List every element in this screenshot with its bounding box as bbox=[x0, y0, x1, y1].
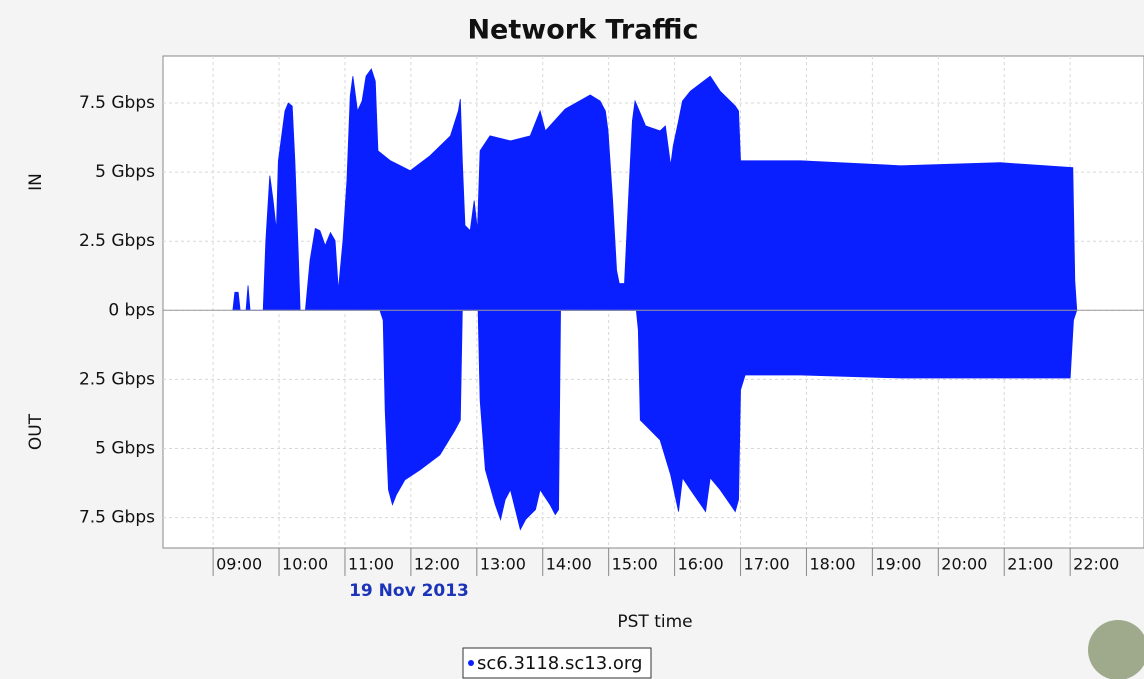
y-tick-label: 2.5 Gbps bbox=[79, 231, 155, 251]
x-axis-label: PST time bbox=[617, 612, 692, 632]
y-tick-label: 7.5 Gbps bbox=[79, 508, 155, 528]
x-tick-label: 10:00 bbox=[282, 555, 328, 574]
date-label: 19 Nov 2013 bbox=[349, 581, 469, 601]
y-label-out: OUT bbox=[26, 413, 46, 450]
x-tick-label: 20:00 bbox=[941, 555, 987, 574]
x-tick-label: 09:00 bbox=[216, 555, 262, 574]
x-tick-label: 17:00 bbox=[744, 555, 790, 574]
chart-title: Network Traffic bbox=[467, 15, 698, 46]
y-label-in: IN bbox=[26, 173, 46, 191]
y-tick-label: 2.5 Gbps bbox=[79, 369, 155, 389]
x-tick-label: 16:00 bbox=[678, 555, 724, 574]
y-tick-label: 7.5 Gbps bbox=[79, 93, 155, 113]
legend-swatch bbox=[468, 660, 474, 666]
x-tick-label: 14:00 bbox=[546, 555, 592, 574]
x-tick-label: 12:00 bbox=[414, 555, 460, 574]
avatar-icon bbox=[1088, 620, 1144, 679]
x-tick-label: 15:00 bbox=[612, 555, 658, 574]
y-tick-label: 5 Gbps bbox=[95, 162, 155, 182]
y-tick-label: 5 Gbps bbox=[95, 438, 155, 458]
x-tick-label: 18:00 bbox=[809, 555, 855, 574]
x-tick-label: 13:00 bbox=[480, 555, 526, 574]
chart: Network Traffic IN OUT 19 Nov 2013 PST t… bbox=[0, 0, 1144, 679]
legend: sc6.3118.sc13.org bbox=[463, 648, 651, 678]
x-tick-label: 19:00 bbox=[875, 555, 921, 574]
y-tick-label: 0 bps bbox=[108, 300, 155, 320]
legend-label: sc6.3118.sc13.org bbox=[477, 653, 642, 674]
x-tick-label: 11:00 bbox=[348, 555, 394, 574]
x-tick-label: 21:00 bbox=[1007, 555, 1053, 574]
x-tick-label: 22:00 bbox=[1073, 555, 1119, 574]
